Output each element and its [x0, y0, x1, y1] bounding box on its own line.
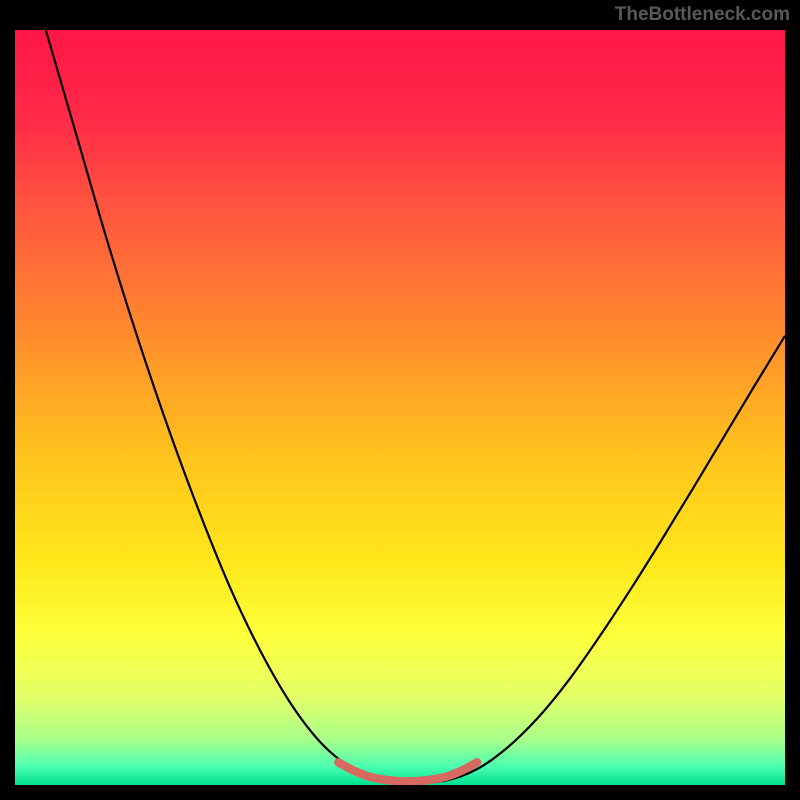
curve-layer [15, 30, 785, 785]
chart-frame: TheBottleneck.com [0, 0, 800, 800]
watermark-text: TheBottleneck.com [615, 4, 790, 26]
bottleneck-curve [46, 30, 785, 783]
plot-area [15, 30, 785, 785]
